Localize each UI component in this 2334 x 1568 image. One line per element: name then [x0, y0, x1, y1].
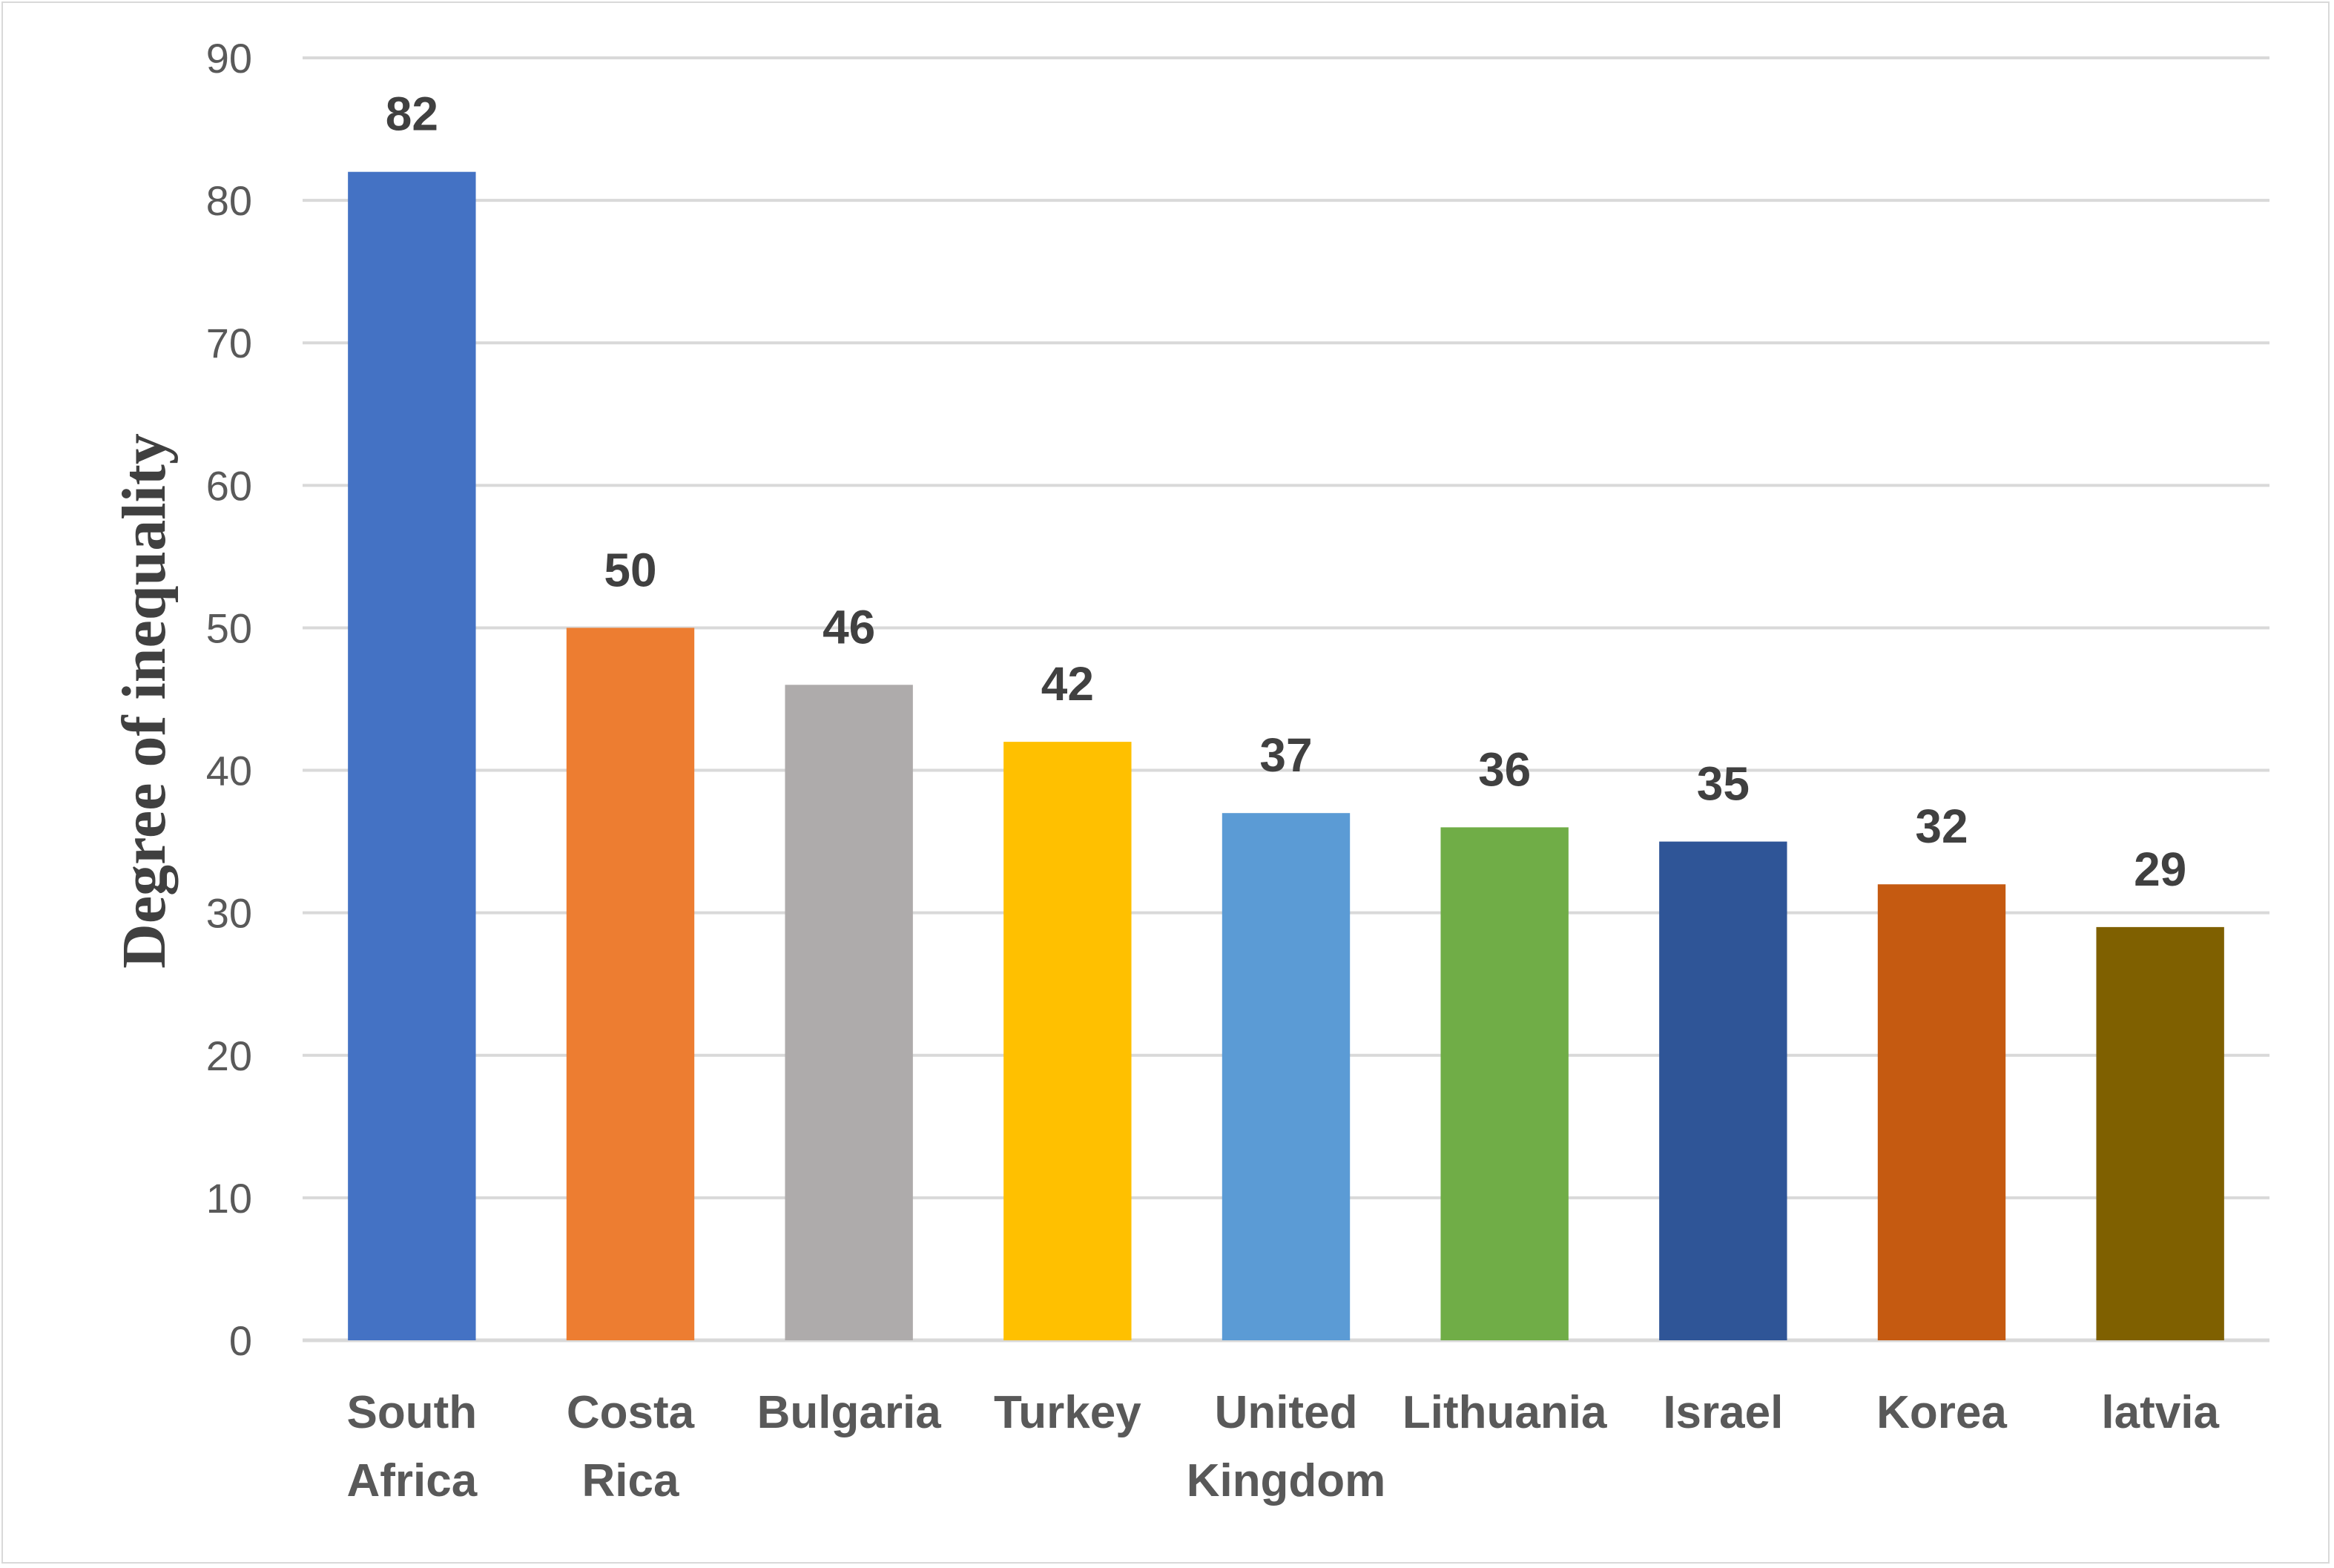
y-tick-label: 0	[229, 1317, 252, 1364]
bars	[348, 171, 2224, 1341]
data-label: 37	[1259, 728, 1312, 782]
category-label: latvia	[2101, 1387, 2219, 1438]
bar	[348, 171, 476, 1341]
category-label: South	[347, 1387, 478, 1438]
y-tick-label: 60	[206, 462, 252, 509]
data-label: 32	[1915, 800, 1968, 853]
y-tick-label: 30	[206, 890, 252, 937]
bar	[2096, 926, 2224, 1340]
data-label: 82	[386, 88, 438, 141]
category-label: Bulgaria	[757, 1387, 942, 1438]
y-tick-label: 50	[206, 605, 252, 651]
data-label: 36	[1478, 742, 1531, 796]
y-tick-label: 10	[206, 1175, 252, 1222]
bar	[1222, 813, 1351, 1340]
data-label: 50	[604, 543, 656, 596]
bar	[1877, 884, 2006, 1340]
bar	[1659, 841, 1787, 1340]
data-label: 35	[1697, 757, 1750, 811]
y-tick-label: 40	[206, 748, 252, 794]
bar	[1440, 827, 1569, 1340]
y-tick-label: 70	[206, 320, 252, 366]
category-label: Costa	[567, 1387, 695, 1438]
category-label: Turkey	[994, 1387, 1141, 1438]
y-tick-label: 20	[206, 1032, 252, 1079]
bar	[566, 627, 695, 1340]
category-label: Israel	[1663, 1387, 1783, 1438]
y-tick-label: 80	[206, 177, 252, 224]
category-label: United	[1215, 1387, 1358, 1438]
data-label: 46	[822, 600, 875, 653]
y-tick-label: 90	[206, 35, 252, 82]
y-axis-title: Degree of inequality	[110, 433, 179, 969]
bar	[785, 685, 913, 1340]
bar	[1003, 742, 1132, 1340]
data-label: 29	[2134, 843, 2186, 896]
category-label: Korea	[1876, 1387, 2007, 1438]
category-label: Africa	[346, 1455, 477, 1506]
y-axis-ticks: 0 10 20 30 40 50 60 70 80 90	[206, 35, 252, 1364]
category-label: Lithuania	[1402, 1387, 1607, 1438]
data-label: 42	[1041, 657, 1094, 711]
data-labels: 82 50 46 42 37 36 35 32 29	[386, 88, 2187, 896]
x-axis-categories: South Africa Costa Rica Bulgaria Turkey United…	[346, 1387, 2219, 1506]
category-label: Rica	[582, 1455, 679, 1506]
category-label: Kingdom	[1187, 1455, 1386, 1506]
